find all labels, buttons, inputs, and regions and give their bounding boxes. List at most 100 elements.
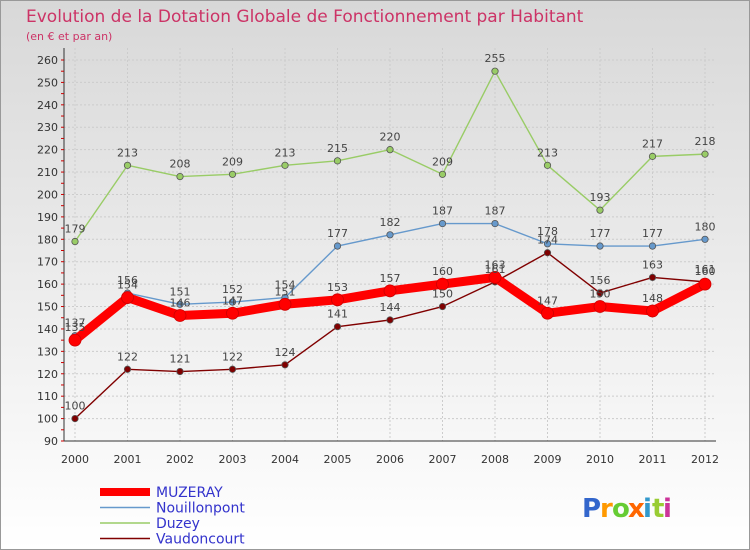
data-point: [176, 300, 184, 308]
data-label: 137: [65, 317, 86, 330]
axes: [61, 48, 716, 442]
data-point: [701, 150, 709, 158]
data-label: 177: [642, 227, 663, 240]
y-tick-label: 210: [37, 166, 58, 179]
data-label: 148: [642, 292, 663, 305]
legend-label-vaudoncourt: Vaudoncourt: [156, 532, 245, 548]
legend-label-muzeray: MUZERAY: [156, 485, 223, 501]
x-tick-label: 2012: [691, 453, 719, 466]
x-tick-label: 2009: [534, 453, 562, 466]
y-tick-label: 190: [37, 211, 58, 224]
legend-label-nouillonpont: Nouillonpont: [156, 501, 245, 517]
y-tick-label: 160: [37, 278, 58, 291]
data-label: 180: [695, 220, 716, 233]
data-label: 213: [117, 146, 138, 159]
data-point: [278, 297, 292, 311]
logo-letter: P: [582, 494, 601, 524]
data-label: 213: [537, 146, 558, 159]
x-tick-label: 2006: [376, 453, 404, 466]
data-label: 146: [170, 296, 191, 309]
chart-title: Evolution de la Dotation Globale de Fonc…: [26, 7, 584, 27]
y-tick-label: 200: [37, 188, 58, 201]
data-point: [71, 414, 79, 423]
data-point: [121, 291, 134, 304]
data-label: 121: [170, 353, 191, 366]
data-label: 193: [590, 191, 611, 204]
y-axis-ticks: 90 100 110 120 130 140 150 160 170 180 190 200 210 22…: [37, 54, 58, 448]
data-label: 215: [327, 142, 348, 155]
y-tick-label: 220: [37, 144, 58, 157]
x-tick-label: 2001: [114, 453, 142, 466]
data-label: 122: [222, 350, 243, 363]
data-point: [173, 309, 187, 322]
logo-letter: r: [600, 494, 613, 524]
data-label: 208: [170, 158, 191, 171]
logo-letter: t: [652, 494, 664, 524]
data-label: 141: [327, 308, 348, 321]
data-point: [648, 242, 657, 250]
data-point: [226, 306, 239, 320]
x-tick-label: 2000: [61, 453, 89, 466]
data-label: 151: [170, 285, 191, 298]
data-label: 157: [380, 272, 401, 285]
data-point: [438, 302, 447, 311]
data-point: [71, 237, 79, 246]
data-point: [386, 146, 394, 154]
y-tick-label: 100: [37, 413, 58, 426]
data-label: 150: [590, 288, 611, 301]
legend-label-duzey: Duzey: [156, 516, 200, 532]
data-label: 122: [117, 350, 138, 363]
data-label: 163: [485, 258, 506, 271]
data-point: [596, 242, 604, 250]
data-label: 100: [65, 400, 86, 413]
data-label: 217: [642, 137, 663, 150]
y-tick-label: 120: [37, 368, 58, 381]
data-point: [648, 152, 657, 160]
data-point: [698, 277, 712, 291]
data-point: [383, 284, 397, 298]
data-label: 187: [432, 205, 453, 218]
data-point: [386, 316, 394, 324]
data-label: 179: [65, 223, 86, 236]
data-label: 151: [275, 285, 296, 298]
y-tick-label: 180: [37, 233, 58, 246]
data-point: [228, 365, 237, 373]
y-tick-label: 130: [37, 345, 58, 358]
data-point: [333, 323, 342, 331]
data-label: 213: [275, 146, 296, 159]
data-label: 154: [117, 279, 138, 292]
data-point: [701, 235, 709, 243]
x-tick-label: 2011: [639, 453, 667, 466]
data-point: [491, 220, 499, 228]
proxiti-logo: Pr oxi ti: [582, 494, 672, 524]
data-point: [596, 289, 604, 297]
x-tick-label: 2003: [219, 453, 247, 466]
data-point: [488, 270, 502, 284]
logo-letter: o: [612, 494, 630, 524]
x-tick-label: 2007: [429, 453, 457, 466]
data-label: 209: [432, 155, 453, 168]
data-point: [593, 300, 607, 313]
data-point: [543, 161, 552, 169]
data-label: 153: [327, 281, 348, 294]
x-tick-label: 2004: [271, 453, 299, 466]
data-point: [228, 170, 237, 178]
data-label: 135: [65, 321, 86, 334]
data-point: [491, 67, 499, 75]
logo-letter: i: [643, 494, 652, 524]
data-point: [648, 273, 657, 281]
logo-letter: x: [628, 494, 645, 524]
data-label: 174: [537, 234, 558, 247]
data-label: 144: [380, 301, 401, 314]
y-tick-label: 170: [37, 256, 58, 269]
data-label: 124: [275, 346, 296, 359]
data-point: [123, 365, 132, 373]
data-point: [281, 361, 289, 369]
data-label: 163: [642, 258, 663, 271]
data-label: 152: [222, 283, 243, 296]
data-point: [333, 157, 342, 165]
series-group: [68, 67, 712, 423]
data-label: 160: [432, 265, 453, 278]
